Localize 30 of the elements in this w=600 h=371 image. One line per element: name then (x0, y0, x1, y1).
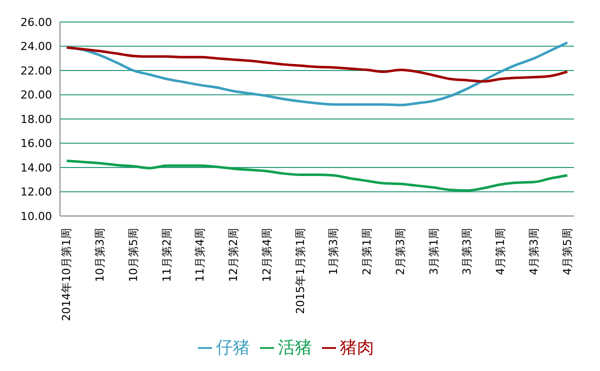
x-tick-label: 4月第3周 (527, 228, 540, 275)
legend-label: 仔猪 (216, 338, 250, 358)
x-tick-label: 10月第3周 (94, 228, 107, 282)
y-tick-label: 16.00 (20, 137, 52, 150)
x-tick-label: 10月第5周 (126, 228, 140, 282)
x-tick-label: 12月第2周 (227, 228, 240, 282)
x-tick-label: 3月第1周 (427, 228, 440, 275)
y-tick-label: 14.00 (20, 161, 52, 174)
line-series (65, 46, 569, 83)
x-tick-label: 3月第3周 (460, 228, 474, 275)
x-tick-label: 4月第1周 (494, 228, 508, 275)
y-tick-label: 18.00 (20, 112, 52, 126)
line-series (65, 160, 569, 192)
x-tick-label: 4月第5周 (560, 228, 574, 275)
x-tick-label: 1月第3周 (327, 228, 340, 275)
x-tick-label: 2月第1周 (360, 228, 374, 275)
y-tick-label: 26.00 (20, 16, 52, 29)
x-tick-label: 11月第4周 (194, 228, 207, 282)
y-tick-label: 24.00 (20, 40, 52, 54)
x-tick-label: 11月第2周 (160, 228, 174, 282)
x-tick-label: 2015年1月第1周 (294, 228, 307, 314)
y-tick-label: 12.00 (20, 186, 52, 199)
y-tick-label: 10.00 (20, 210, 52, 223)
y-tick-label: 22.00 (20, 64, 52, 78)
x-tick-label: 2014年10月第1周 (60, 228, 74, 321)
legend-label: 猪肉 (340, 338, 374, 358)
y-tick-label: 20.00 (20, 88, 52, 102)
legend-label: 活猪 (278, 338, 312, 358)
x-tick-label: 12月第4周 (260, 228, 274, 282)
x-tick-label: 2月第3周 (394, 228, 407, 275)
